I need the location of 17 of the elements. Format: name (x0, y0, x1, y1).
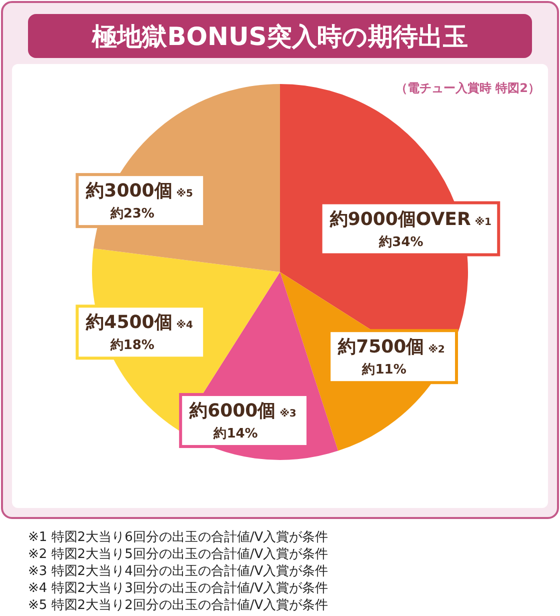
chart-title: 極地獄BONUS突入時の期待出玉 (91, 22, 468, 51)
slice-label: 約3000個 ※5 (85, 180, 194, 202)
data-label: 約34% (378, 234, 424, 250)
text: ※4 特図2大当り3回分の出玉の合計値/V入賞が条件 (28, 581, 328, 596)
data-label: 約18% (109, 338, 154, 354)
slice-label: 約9000個OVER ※1 (328, 208, 492, 230)
text: ※1 特図2大当り6回分の出玉の合計値/V入賞が条件 (28, 530, 328, 545)
slice-label: 約7500個 ※2 (337, 336, 445, 358)
text: ※3 特図2大当り4回分の出玉の合計値/V入賞が条件 (28, 564, 328, 579)
chart-subtitle: （電チュー入賞時 特図2） (395, 81, 540, 95)
text: ※2 特図2大当り5回分の出玉の合計値/V入賞が条件 (28, 547, 328, 562)
slice-label: 約4500個 ※4 (85, 312, 194, 334)
data-label: 約11% (361, 362, 406, 378)
data-label: 約14% (212, 426, 258, 442)
data-label: 約23% (109, 206, 154, 222)
slice-label: 約6000個 ※3 (188, 400, 296, 422)
text: ※5 特図2大当り2回分の出玉の合計値/V入賞が条件 (28, 598, 328, 613)
